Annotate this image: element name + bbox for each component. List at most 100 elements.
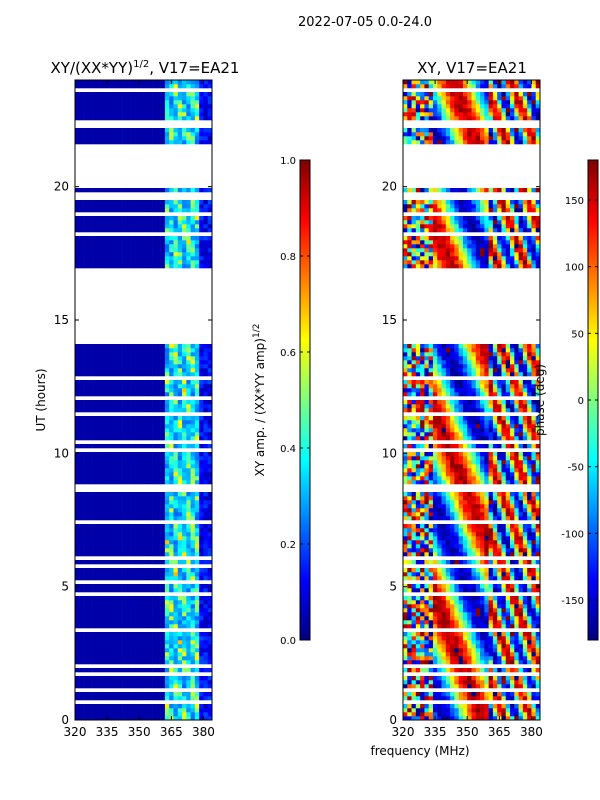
- heatmap-cell: [109, 572, 114, 577]
- heatmap-cell: [445, 692, 451, 697]
- heatmap-cell: [92, 416, 97, 421]
- heatmap-cell: [156, 548, 161, 553]
- heatmap-cell: [514, 528, 519, 533]
- heatmap-cell: [475, 636, 481, 641]
- heatmap-cell: [186, 404, 191, 409]
- heatmap-cell: [514, 496, 519, 501]
- heatmap-cell: [194, 404, 200, 409]
- heatmap-cell: [437, 536, 442, 541]
- heatmap-cell: [130, 620, 136, 625]
- heatmap-cell: [126, 236, 131, 241]
- heatmap-cell: [415, 648, 421, 653]
- heatmap-cell: [156, 500, 161, 505]
- heatmap-cell: [160, 680, 166, 685]
- heatmap-cell: [164, 388, 170, 393]
- heatmap-cell: [122, 372, 127, 377]
- heatmap-cell: [488, 652, 494, 657]
- heatmap-cell: [143, 112, 149, 117]
- heatmap-cell: [510, 640, 515, 645]
- heatmap-cell: [139, 384, 144, 389]
- heatmap-cell: [164, 100, 170, 105]
- heatmap-cell: [437, 576, 442, 581]
- heatmap-cell: [164, 588, 170, 593]
- heatmap-cell: [173, 624, 179, 629]
- heatmap-cell: [104, 504, 110, 509]
- heatmap-cell: [156, 208, 161, 213]
- heatmap-cell: [147, 100, 153, 105]
- heatmap-cell: [100, 400, 106, 405]
- heatmap-cell: [203, 244, 209, 249]
- heatmap-cell: [96, 80, 101, 85]
- heatmap-cell: [100, 560, 106, 565]
- heatmap-cell: [143, 132, 149, 137]
- heatmap-cell: [522, 668, 528, 673]
- heatmap-cell: [83, 432, 89, 437]
- heatmap-cell: [407, 648, 412, 653]
- heatmap-cell: [126, 444, 131, 449]
- heatmap-cell: [75, 460, 80, 465]
- heatmap-cell: [177, 372, 183, 377]
- heatmap-cell: [130, 256, 136, 261]
- heatmap-cell: [134, 116, 140, 121]
- heatmap-cell: [134, 536, 140, 541]
- heatmap-cell: [126, 256, 131, 261]
- heatmap-cell: [199, 620, 204, 625]
- heatmap-cell: [147, 400, 153, 405]
- heatmap-cell: [164, 420, 170, 425]
- heatmap-cell: [480, 600, 485, 605]
- heatmap-cell: [134, 608, 140, 613]
- heatmap-cell: [134, 360, 140, 365]
- heatmap-cell: [92, 220, 97, 225]
- heatmap-cell: [152, 716, 157, 721]
- heatmap-cell: [117, 400, 123, 405]
- heatmap-cell: [186, 460, 191, 465]
- heatmap-cell: [79, 680, 84, 685]
- heatmap-cell: [501, 652, 507, 657]
- heatmap-cell: [75, 620, 80, 625]
- heatmap-cell: [177, 508, 183, 513]
- heatmap-cell: [87, 476, 93, 481]
- heatmap-cell: [518, 644, 524, 649]
- heatmap-cell: [480, 504, 485, 509]
- heatmap-cell: [467, 548, 472, 553]
- heatmap-cell: [143, 236, 149, 241]
- heatmap-cell: [100, 428, 106, 433]
- heatmap-cell: [522, 716, 528, 721]
- heatmap-cell: [130, 608, 136, 613]
- heatmap-cell: [156, 456, 161, 461]
- heatmap-cell: [169, 692, 174, 697]
- heatmap-cell: [207, 648, 213, 653]
- heatmap-cell: [203, 652, 209, 657]
- heatmap-cell: [130, 96, 136, 101]
- heatmap-cell: [169, 140, 174, 145]
- heatmap-cell: [420, 704, 425, 709]
- heatmap-cell: [122, 352, 127, 357]
- heatmap-cell: [96, 128, 101, 133]
- heatmap-cell: [164, 572, 170, 577]
- heatmap-cell: [492, 624, 498, 629]
- heatmap-cell: [117, 348, 123, 353]
- heatmap-cell: [104, 368, 110, 373]
- heatmap-cell: [122, 660, 127, 665]
- heatmap-cell: [441, 576, 447, 581]
- heatmap-cell: [475, 572, 481, 577]
- heatmap-cell: [100, 108, 106, 113]
- heatmap-cell: [177, 420, 183, 425]
- heatmap-cell: [190, 712, 196, 717]
- heatmap-cell: [130, 80, 136, 85]
- heatmap-cell: [122, 608, 127, 613]
- heatmap-cell: [143, 404, 149, 409]
- heatmap-cell: [87, 496, 93, 501]
- heatmap-cell: [147, 512, 153, 517]
- heatmap-cell: [514, 552, 519, 557]
- heatmap-cell: [415, 528, 421, 533]
- heatmap-cell: [96, 264, 101, 269]
- heatmap-cell: [492, 616, 498, 621]
- heatmap-cell: [411, 636, 417, 641]
- heatmap-cell: [182, 388, 187, 393]
- heatmap-cell: [182, 188, 187, 193]
- heatmap-cell: [139, 544, 144, 549]
- heatmap-cell: [173, 496, 179, 501]
- heatmap-cell: [117, 652, 123, 657]
- heatmap-cell: [458, 696, 464, 701]
